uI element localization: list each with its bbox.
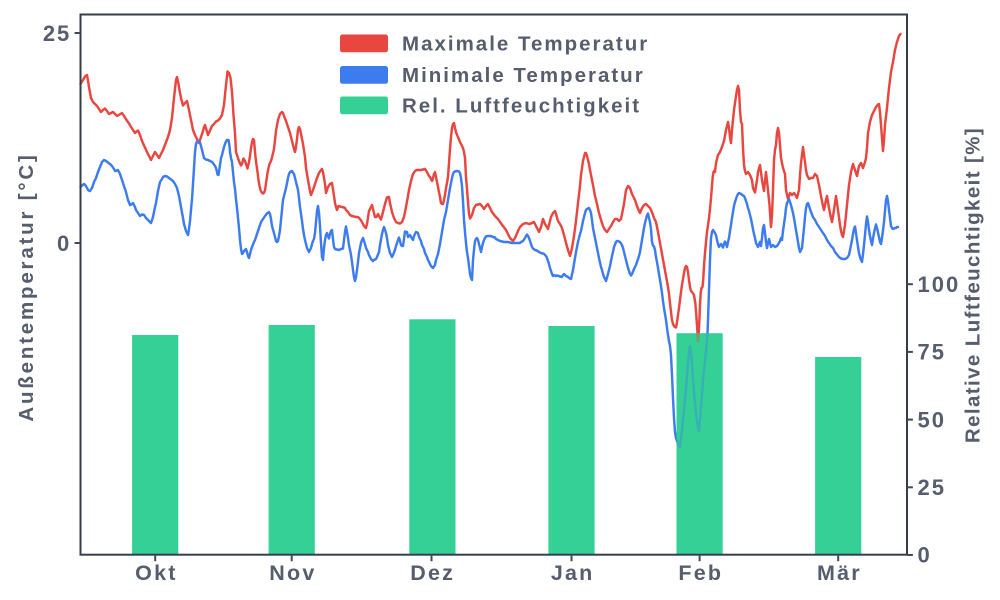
svg-text:Feb: Feb bbox=[678, 561, 723, 585]
svg-text:25: 25 bbox=[43, 21, 71, 46]
svg-text:0: 0 bbox=[57, 231, 71, 256]
svg-text:Außentemperatur [°C]: Außentemperatur [°C] bbox=[15, 152, 38, 421]
svg-text:Maximale Temperatur: Maximale Temperatur bbox=[402, 33, 649, 56]
svg-text:0: 0 bbox=[918, 543, 932, 568]
svg-text:Nov: Nov bbox=[269, 561, 316, 585]
svg-text:Jan: Jan bbox=[551, 561, 595, 585]
svg-text:Relative Luftfeuchtigkeit [%]: Relative Luftfeuchtigkeit [%] bbox=[962, 127, 985, 443]
svg-text:50: 50 bbox=[918, 407, 946, 432]
svg-text:Minimale Temperatur: Minimale Temperatur bbox=[402, 64, 645, 87]
svg-text:100: 100 bbox=[918, 272, 961, 297]
svg-text:Mär: Mär bbox=[817, 561, 862, 585]
svg-text:25: 25 bbox=[918, 475, 946, 500]
svg-text:Okt: Okt bbox=[135, 561, 177, 585]
svg-text:Dez: Dez bbox=[410, 561, 455, 585]
svg-text:75: 75 bbox=[918, 340, 946, 365]
svg-text:Rel. Luftfeuchtigkeit: Rel. Luftfeuchtigkeit bbox=[402, 95, 641, 118]
